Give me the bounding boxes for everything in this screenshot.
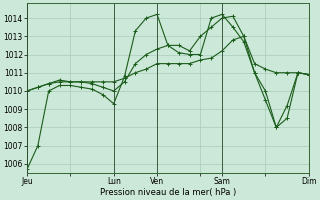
X-axis label: Pression niveau de la mer( hPa ): Pression niveau de la mer( hPa ) (100, 188, 236, 197)
